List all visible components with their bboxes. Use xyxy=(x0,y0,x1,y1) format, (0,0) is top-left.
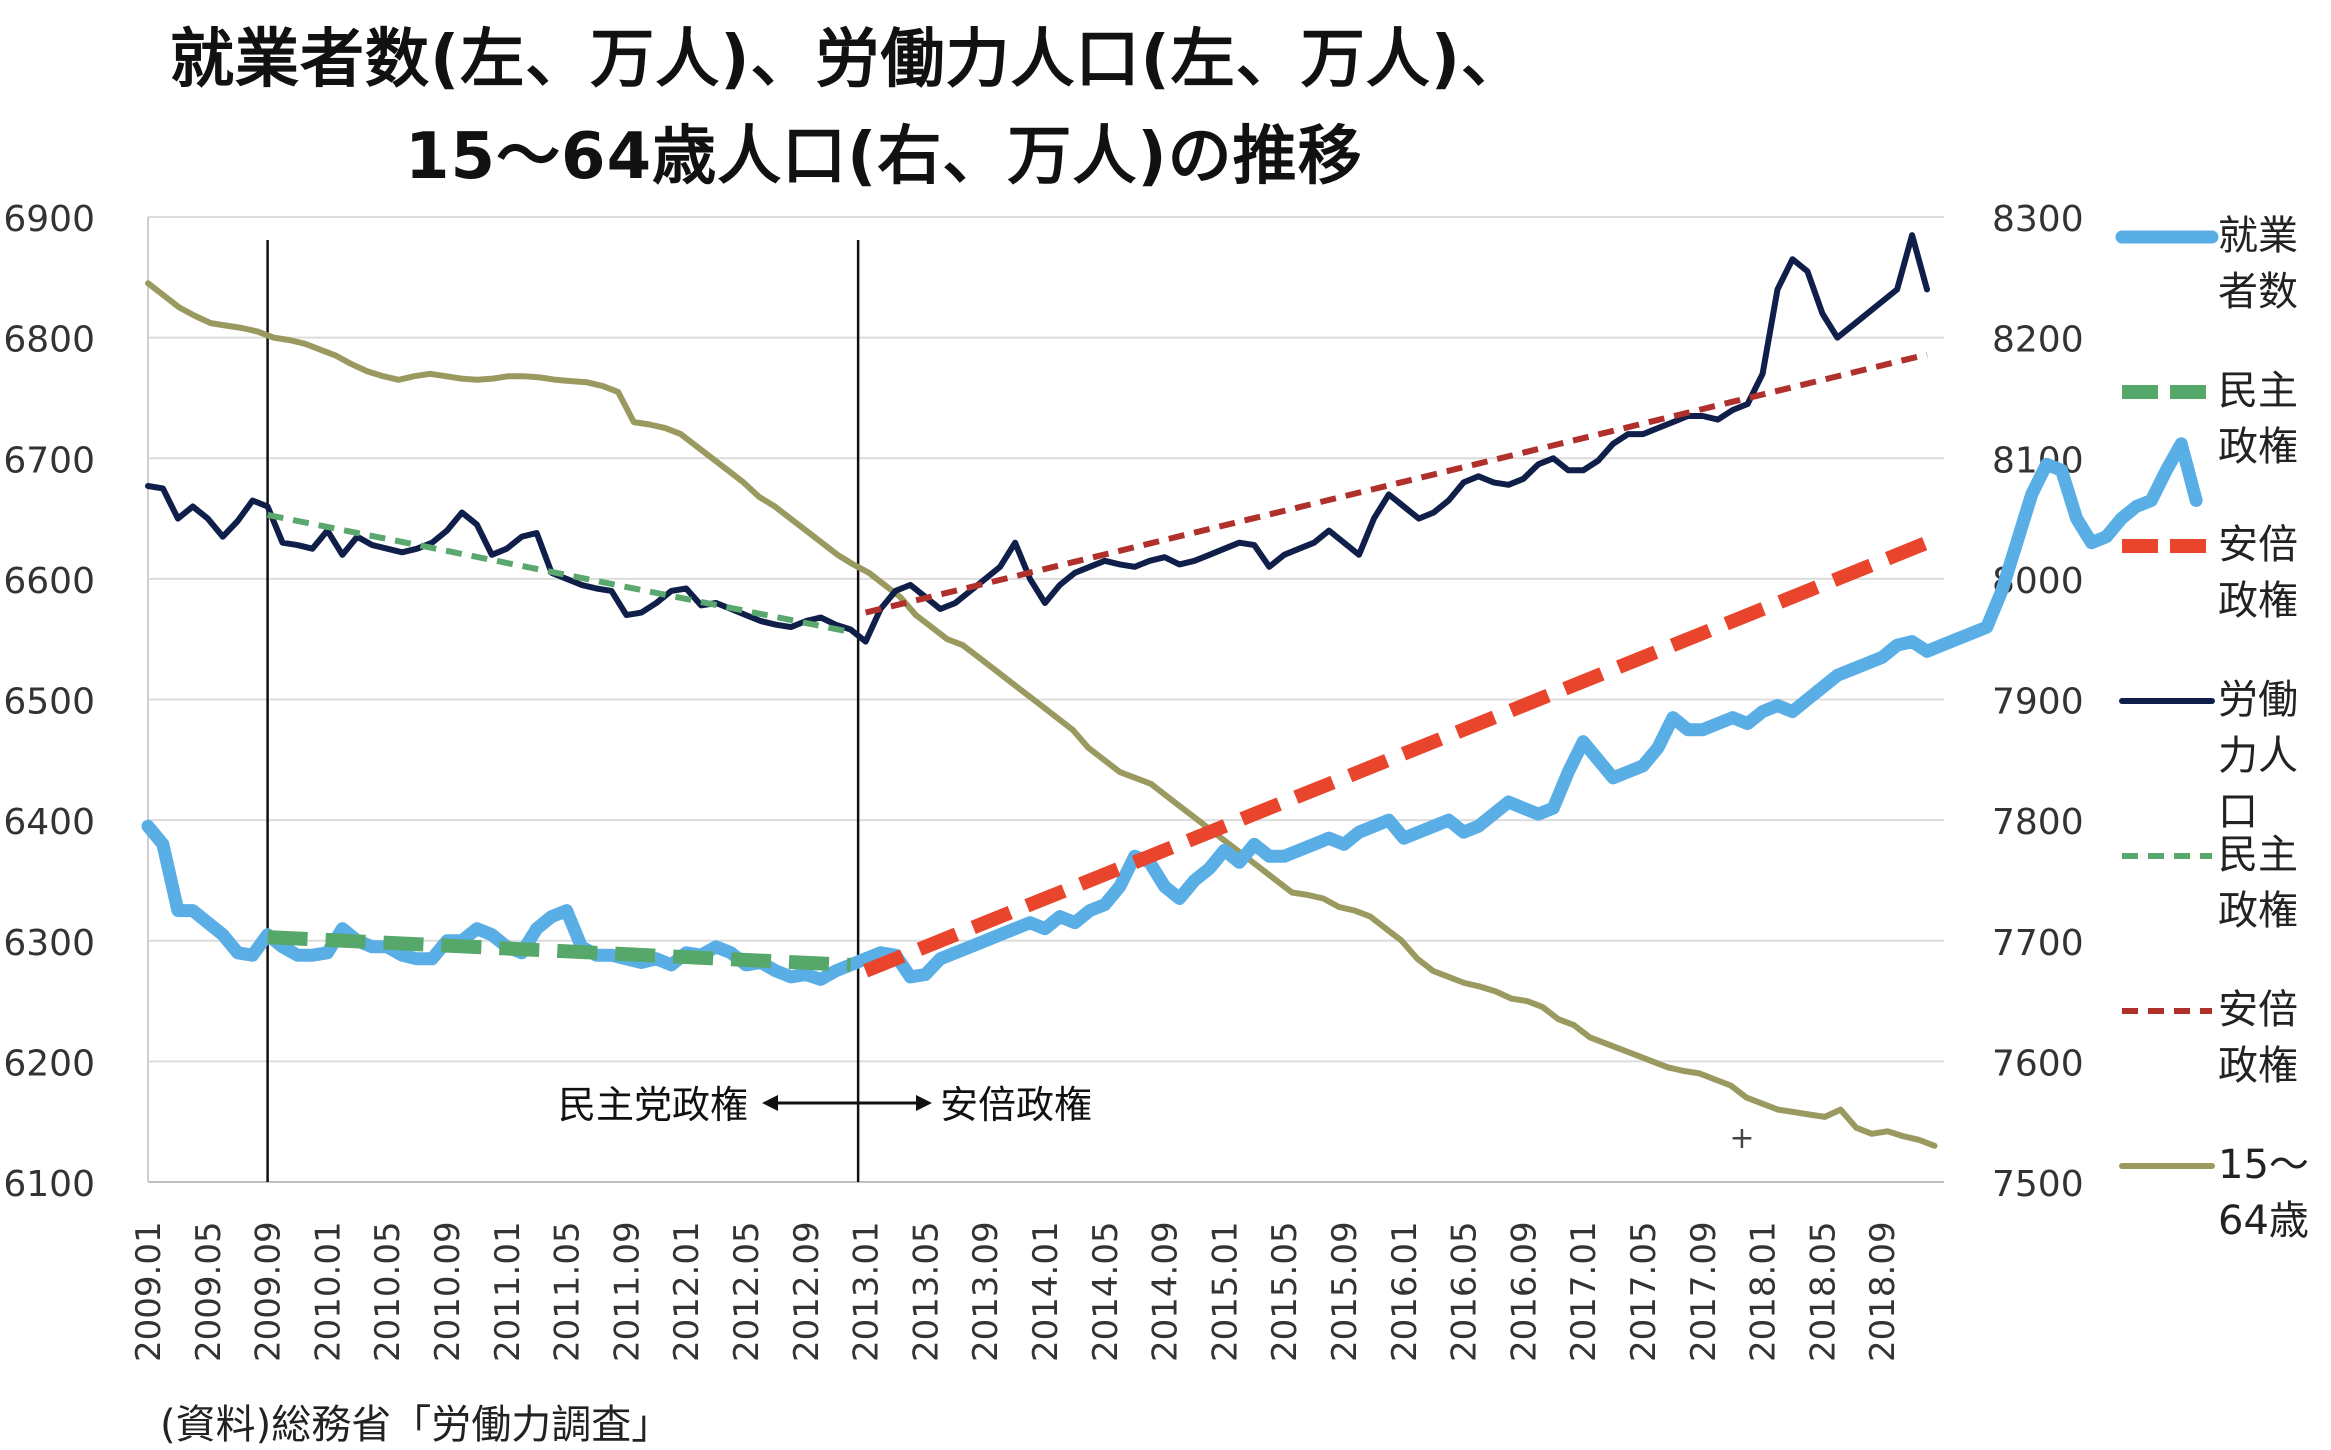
source-note: (資料)総務省「労働力調査」 xyxy=(160,1402,672,1448)
x-axis-tick-label: 2013.01 xyxy=(847,1221,887,1362)
x-axis-tick-label: 2016.09 xyxy=(1504,1221,1544,1362)
x-axis-tick-label: 2012.09 xyxy=(787,1221,827,1362)
legend-label: 政権 xyxy=(2218,424,2298,470)
x-axis-tick-label: 2017.05 xyxy=(1624,1221,1664,1362)
x-axis-tick-label: 2010.01 xyxy=(308,1221,348,1362)
x-axis-tick-label: 2013.05 xyxy=(906,1221,946,1362)
series-line-3 xyxy=(145,232,1930,645)
x-axis-ticks: 2009.01 2009.05 2009.09 2010.01 2010.05 2010.… xyxy=(129,1221,1903,1362)
left-axis-tick-label: 6100 xyxy=(3,1164,95,1205)
annotation-arrow-right-head xyxy=(916,1095,932,1111)
legend-label: 口 xyxy=(2218,789,2258,835)
left-axis-tick-label: 6600 xyxy=(3,561,95,602)
x-axis-tick-label: 2011.05 xyxy=(548,1221,588,1362)
x-axis-tick-label: 2016.05 xyxy=(1445,1221,1485,1362)
right-axis-tick-label: 7500 xyxy=(1992,1164,2084,1205)
right-axis-tick-label: 7800 xyxy=(1992,802,2084,843)
x-axis-tick-label: 2018.05 xyxy=(1803,1221,1843,1362)
series-line-6 xyxy=(145,280,1938,1149)
x-axis-tick-label: 2010.05 xyxy=(368,1221,408,1362)
annotation-abe-government: 安倍政権 xyxy=(940,1083,1092,1127)
x-axis-tick-label: 2011.09 xyxy=(607,1221,647,1362)
legend-label: 力人 xyxy=(2218,733,2298,779)
series-line-2 xyxy=(862,536,1930,978)
legend-label: 労働 xyxy=(2218,677,2298,723)
legend-label: 民主 xyxy=(2218,368,2298,414)
right-axis-tick-label: 7600 xyxy=(1992,1043,2084,1084)
annotation-democratic-party: 民主党政権 xyxy=(558,1083,748,1127)
x-axis-tick-label: 2015.01 xyxy=(1205,1221,1245,1362)
left-axis-tick-label: 6200 xyxy=(3,1043,95,1084)
legend-label: 政権 xyxy=(2218,888,2298,934)
chart-title-line-2: 15～64歳人口(右、万人)の推移 xyxy=(405,120,1363,194)
right-axis-tick-label: 7900 xyxy=(1992,682,2084,723)
x-axis-tick-label: 2009.09 xyxy=(249,1221,289,1362)
x-axis-tick-label: 2018.01 xyxy=(1744,1221,1784,1362)
left-axis-tick-label: 6800 xyxy=(3,320,95,361)
x-axis-tick-label: 2011.01 xyxy=(488,1221,528,1362)
x-axis-tick-label: 2009.05 xyxy=(189,1221,229,1362)
x-axis-tick-label: 2014.05 xyxy=(1086,1221,1126,1362)
chart-title-line-1: 就業者数(左、万人)、労働力人口(左、万人)、 xyxy=(170,23,1526,97)
series-lines xyxy=(141,232,2203,1149)
legend-label: 安倍 xyxy=(2218,987,2298,1033)
x-axis-tick-label: 2018.09 xyxy=(1863,1221,1903,1362)
x-axis-tick-label: 2014.01 xyxy=(1026,1221,1066,1362)
x-axis-tick-label: 2009.01 xyxy=(129,1221,169,1362)
period-dividers xyxy=(266,240,860,1182)
x-axis-tick-label: 2017.01 xyxy=(1564,1221,1604,1362)
legend-label: 安倍 xyxy=(2218,522,2298,568)
left-axis-ticks: 6100 6200 6300 6400 6500 6600 6700 6800 6900 xyxy=(3,199,95,1205)
x-axis-tick-label: 2010.09 xyxy=(428,1221,468,1362)
left-axis-tick-label: 6700 xyxy=(3,440,95,481)
x-axis-tick-label: 2017.09 xyxy=(1684,1221,1724,1362)
right-axis-tick-label: 8300 xyxy=(1992,199,2084,240)
x-axis-tick-label: 2015.09 xyxy=(1325,1221,1365,1362)
legend-label: 就業 xyxy=(2218,213,2298,259)
x-axis-tick-label: 2014.09 xyxy=(1146,1221,1186,1362)
right-axis-tick-label: 8200 xyxy=(1992,320,2084,361)
legend-label: 64歳 xyxy=(2218,1198,2309,1244)
left-axis-tick-label: 6400 xyxy=(3,802,95,843)
series-line-4 xyxy=(267,511,852,635)
legend-label: 15～ xyxy=(2218,1142,2309,1188)
left-axis-tick-label: 6500 xyxy=(3,682,95,723)
x-axis-tick-label: 2012.05 xyxy=(727,1221,767,1362)
legend-label: 政権 xyxy=(2218,578,2298,624)
x-axis-tick-label: 2016.01 xyxy=(1385,1221,1425,1362)
legend-label: 民主 xyxy=(2218,832,2298,878)
x-axis-tick-label: 2013.09 xyxy=(966,1221,1006,1362)
series-line-0 xyxy=(141,437,2203,986)
series-line-1 xyxy=(267,930,851,972)
legend-label: 者数 xyxy=(2218,269,2298,315)
x-axis-tick-label: 2015.05 xyxy=(1265,1221,1305,1362)
series-line-5 xyxy=(864,351,1928,616)
gridlines xyxy=(147,216,1944,1183)
x-axis-tick-label: 2012.01 xyxy=(667,1221,707,1362)
annotation-plus-marker: + xyxy=(1729,1121,1754,1156)
left-axis-tick-label: 6300 xyxy=(3,923,95,964)
left-axis-tick-label: 6900 xyxy=(3,199,95,240)
legend-label: 政権 xyxy=(2218,1043,2298,1089)
annotation-arrow-left-head xyxy=(762,1095,778,1111)
right-axis-tick-label: 7700 xyxy=(1992,923,2084,964)
annotations: 民主党政権 安倍政権 + xyxy=(558,1083,1755,1156)
